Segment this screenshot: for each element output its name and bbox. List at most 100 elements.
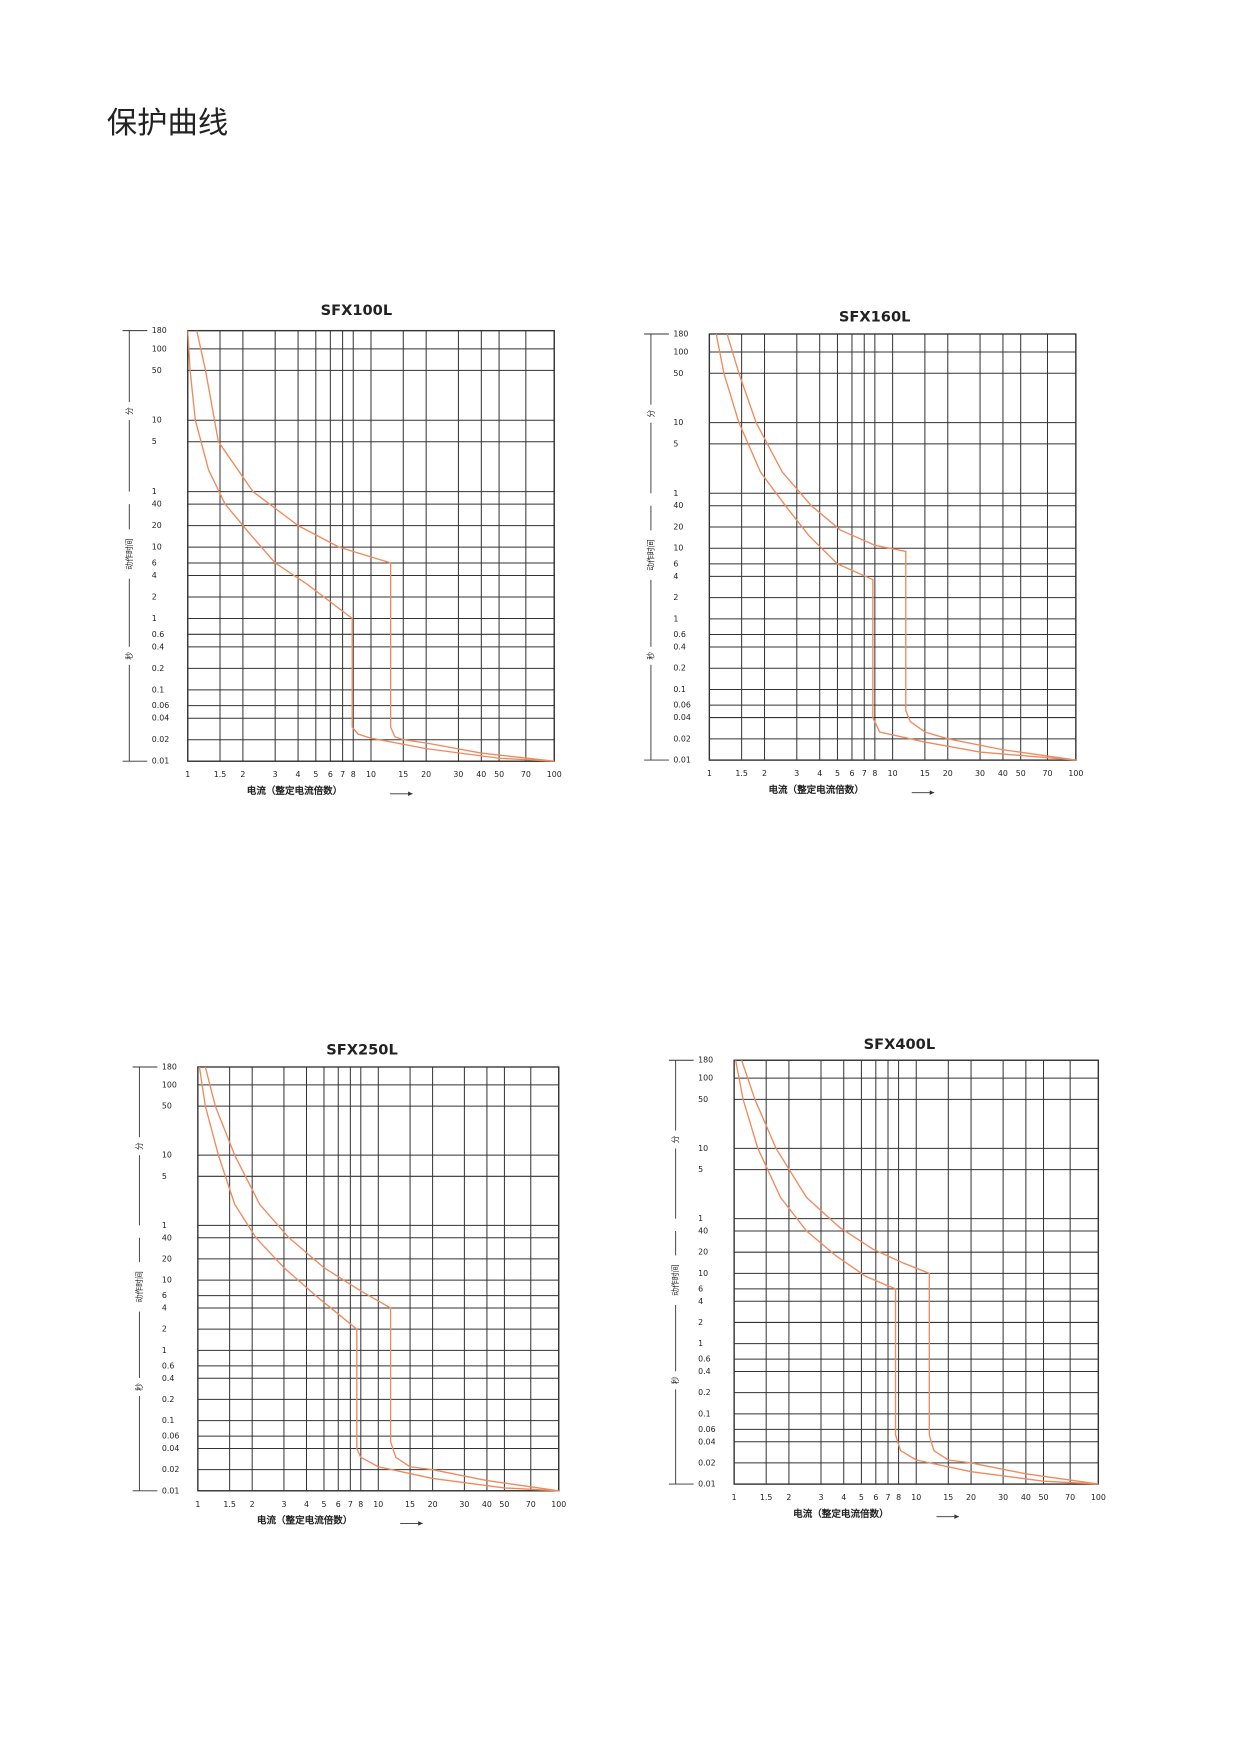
x-tick-label: 40 xyxy=(482,1500,492,1509)
label-bg xyxy=(670,1255,682,1305)
x-tick-label: 15 xyxy=(920,769,930,778)
x-tick-label: 20 xyxy=(421,770,431,779)
x-tick-label: 6 xyxy=(849,769,854,778)
x-axis-arrow-head xyxy=(954,1514,959,1519)
x-axis-arrow-head xyxy=(408,791,413,797)
chart-title: SFX100L xyxy=(321,302,393,319)
y-tick-label: 0.4 xyxy=(698,1367,711,1376)
x-tick-label: 7 xyxy=(348,1500,353,1509)
curve xyxy=(196,330,555,762)
x-tick-label: 2 xyxy=(240,770,245,779)
y-tick-label: 100 xyxy=(698,1074,713,1083)
y-tick-label: 0.04 xyxy=(162,1444,179,1453)
y-tick-label: 180 xyxy=(673,330,688,339)
x-tick-label: 4 xyxy=(817,769,822,778)
x-tick-label: 70 xyxy=(526,1500,536,1509)
y-tick-label: 20 xyxy=(698,1248,708,1257)
x-tick-label: 3 xyxy=(794,769,799,778)
y-axis-label: 动作时间 xyxy=(670,1264,680,1296)
y-tick-label: 0.2 xyxy=(162,1395,175,1404)
chart-title: SFX400L xyxy=(864,1036,936,1053)
y-tick-label: 0.6 xyxy=(673,630,686,639)
y-tick-label: 6 xyxy=(152,558,157,567)
y-tick-label: 5 xyxy=(673,439,678,448)
unit-label: 分 xyxy=(125,407,134,415)
x-tick-label: 100 xyxy=(1091,1493,1106,1502)
y-tick-label: 0.1 xyxy=(698,1409,711,1418)
y-tick-label: 1 xyxy=(698,1214,703,1223)
y-axis-label: 动作时间 xyxy=(645,539,655,571)
unit-label: 秒 xyxy=(670,1376,680,1384)
x-tick-label: 50 xyxy=(1039,1493,1049,1502)
y-tick-label: 0.6 xyxy=(698,1355,711,1364)
y-tick-label: 10 xyxy=(152,416,162,425)
y-axis-label: 动作时间 xyxy=(124,538,134,570)
x-tick-label: 1.5 xyxy=(223,1500,236,1509)
y-tick-label: 0.06 xyxy=(698,1425,716,1434)
y-tick-label: 10 xyxy=(152,543,162,552)
y-tick-label: 20 xyxy=(673,522,683,531)
x-tick-label: 3 xyxy=(818,1493,823,1502)
label-bg xyxy=(645,530,657,580)
chart-title: SFX250L xyxy=(326,1042,398,1059)
y-tick-label: 0.06 xyxy=(152,701,170,710)
unit-label: 秒 xyxy=(124,652,134,660)
x-axis-label: 电流（整定电流倍数） xyxy=(793,1508,888,1520)
label-bg xyxy=(123,402,135,421)
x-tick-label: 7 xyxy=(862,769,867,778)
y-tick-label: 180 xyxy=(162,1062,177,1071)
label-bg xyxy=(133,1137,146,1156)
x-tick-label: 30 xyxy=(459,1500,469,1509)
x-tick-label: 40 xyxy=(476,770,486,779)
unit-label: 分 xyxy=(671,1135,680,1143)
x-tick-label: 8 xyxy=(358,1500,363,1509)
y-tick-label: 2 xyxy=(698,1318,703,1327)
y-axis-label: 动作时间 xyxy=(134,1271,144,1303)
y-tick-label: 100 xyxy=(152,344,167,353)
y-tick-label: 1 xyxy=(162,1346,167,1355)
x-tick-label: 4 xyxy=(304,1500,309,1509)
y-tick-label: 0.06 xyxy=(673,701,691,710)
unit-label: 分 xyxy=(135,1142,144,1150)
x-tick-label: 20 xyxy=(966,1493,976,1502)
x-tick-label: 40 xyxy=(998,769,1008,778)
y-tick-label: 0.02 xyxy=(698,1458,716,1467)
curve xyxy=(715,333,1076,761)
x-tick-label: 7 xyxy=(340,770,345,779)
y-tick-label: 10 xyxy=(673,418,683,427)
x-tick-label: 7 xyxy=(886,1493,891,1502)
x-tick-label: 2 xyxy=(786,1493,791,1502)
y-tick-label: 0.02 xyxy=(152,735,170,744)
x-tick-label: 10 xyxy=(373,1500,383,1509)
x-axis-arrow-head xyxy=(929,790,935,795)
y-tick-label: 0.1 xyxy=(673,685,686,694)
y-tick-label: 6 xyxy=(673,559,678,568)
x-tick-label: 70 xyxy=(1065,1493,1075,1502)
y-tick-label: 180 xyxy=(698,1056,713,1065)
x-tick-label: 15 xyxy=(405,1500,415,1509)
x-tick-label: 100 xyxy=(551,1500,566,1509)
y-tick-label: 1 xyxy=(673,614,678,623)
y-tick-label: 4 xyxy=(162,1304,167,1313)
curve xyxy=(726,333,1076,761)
y-tick-label: 0.2 xyxy=(152,664,165,673)
y-tick-label: 50 xyxy=(152,366,162,375)
x-tick-label: 1 xyxy=(732,1493,737,1502)
x-axis-label: 电流（整定电流倍数） xyxy=(257,1515,352,1527)
y-tick-label: 0.4 xyxy=(162,1374,175,1383)
x-tick-label: 8 xyxy=(896,1493,901,1502)
y-tick-label: 1 xyxy=(698,1339,703,1348)
x-tick-label: 6 xyxy=(328,770,333,779)
y-tick-label: 0.06 xyxy=(162,1432,179,1441)
x-tick-label: 30 xyxy=(998,1493,1008,1502)
unit-label: 分 xyxy=(646,410,655,418)
x-tick-label: 10 xyxy=(911,1493,921,1502)
x-tick-label: 2 xyxy=(762,769,767,778)
y-tick-label: 0.01 xyxy=(698,1480,716,1489)
label-bg xyxy=(670,1130,682,1149)
x-tick-label: 5 xyxy=(313,770,318,779)
x-tick-label: 10 xyxy=(888,769,898,778)
x-tick-label: 70 xyxy=(521,770,531,779)
curve xyxy=(741,1060,1099,1485)
